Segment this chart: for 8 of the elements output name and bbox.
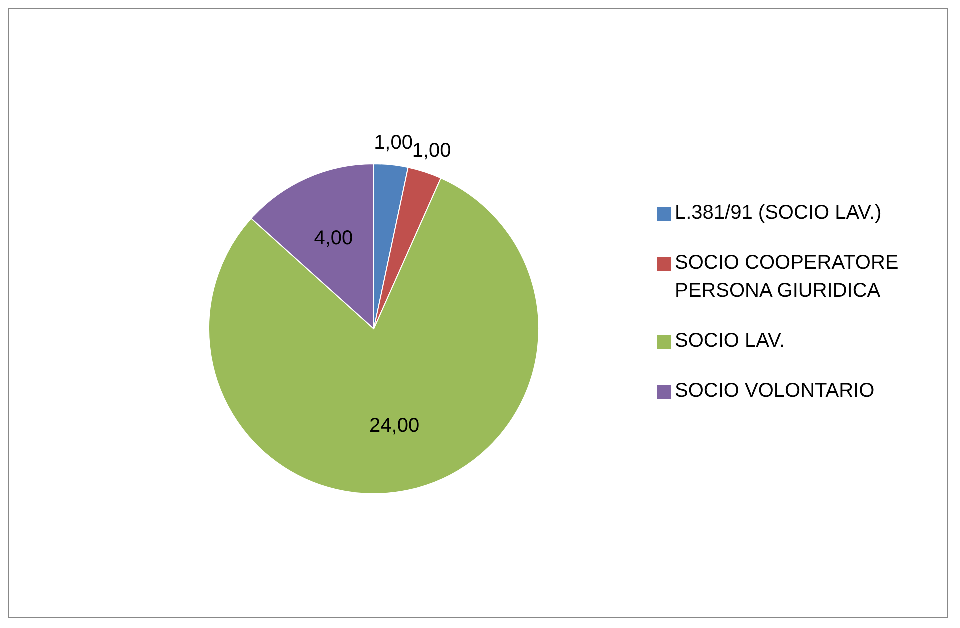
legend-label: SOCIO LAV. xyxy=(675,329,786,354)
legend-label: L.381/91 (SOCIO LAV.) xyxy=(675,201,883,226)
data-label: 4,00 xyxy=(314,228,354,250)
data-label: 24,00 xyxy=(370,414,420,437)
legend-label: SOCIO VOLONTARIO xyxy=(675,379,876,404)
data-label: 1,00 xyxy=(374,132,414,154)
data-label: 1,00 xyxy=(412,140,452,162)
legend-label: SOCIO COOPERATORE PERSONA GIURIDICA xyxy=(675,251,900,304)
